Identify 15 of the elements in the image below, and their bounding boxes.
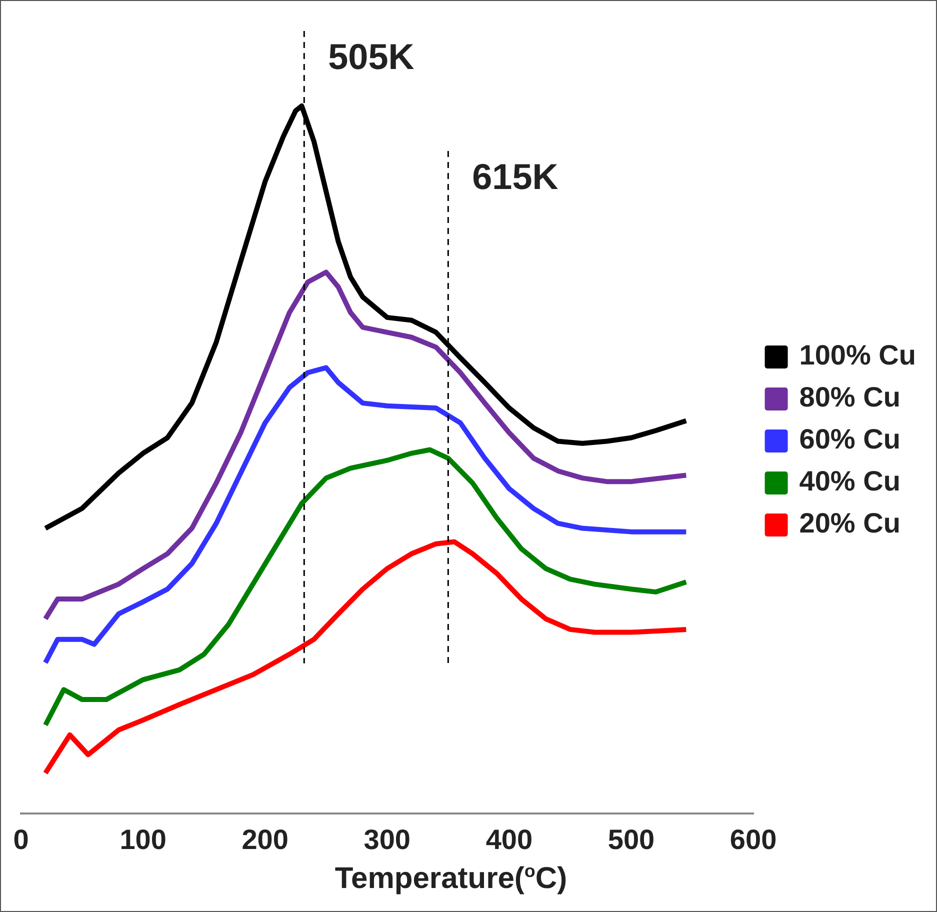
legend-label: 60% Cu (799, 424, 900, 455)
x-tick-label: 500 (608, 824, 655, 855)
x-tick-label: 200 (242, 824, 288, 855)
legend-label: 20% Cu (799, 508, 900, 539)
x-tick-label: 400 (486, 824, 533, 855)
x-tick-label: 300 (364, 824, 410, 855)
x-tick-label: 0 (13, 824, 29, 855)
legend-label: 80% Cu (799, 382, 900, 413)
x-tick-label: 100 (120, 824, 166, 855)
ref-line-label: 615K (472, 156, 558, 197)
x-axis-title: Temperature($^{o}$C) (334, 861, 568, 896)
ref-line-label: 505K (328, 36, 414, 77)
legend-label: 40% Cu (799, 466, 900, 497)
x-tick-label: 600 (730, 824, 777, 855)
legend-label: 100% Cu (799, 340, 916, 371)
